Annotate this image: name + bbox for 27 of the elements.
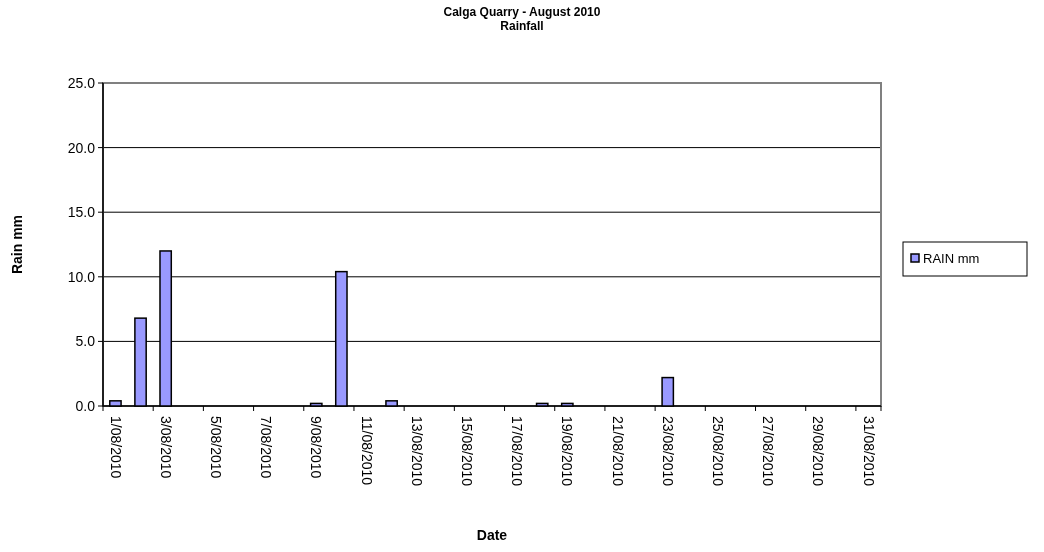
x-tick-label: 15/08/2010 bbox=[459, 416, 475, 487]
y-tick-label: 15.0 bbox=[67, 204, 96, 221]
x-axis-title: Date bbox=[476, 527, 508, 543]
y-tick-label: 0.0 bbox=[75, 397, 96, 414]
y-tick-label: 20.0 bbox=[67, 139, 96, 156]
x-tick-label: 21/08/2010 bbox=[609, 416, 626, 487]
x-tick-label: 13/08/2010 bbox=[408, 416, 425, 487]
x-tick-label: 9/08/2010 bbox=[308, 416, 325, 479]
x-tick-label: 23/08/2010 bbox=[659, 416, 676, 487]
x-tick-label: 1/08/2010 bbox=[107, 416, 124, 479]
chart-title: Calga Quarry - August 2010 bbox=[443, 5, 601, 19]
x-tick-label: 11/08/2010 bbox=[358, 416, 375, 486]
x-tick-label: 29/08/2010 bbox=[810, 416, 827, 487]
x-tick-label: 7/08/2010 bbox=[258, 416, 275, 479]
y-tick-label: 10.0 bbox=[67, 268, 96, 285]
x-tick-label: 31/08/2010 bbox=[860, 416, 877, 487]
x-tick-label: 25/08/2010 bbox=[710, 416, 727, 487]
x-tick-label: 19/08/2010 bbox=[559, 416, 576, 487]
x-tick-label: 17/08/2010 bbox=[509, 416, 526, 487]
y-tick-label: 5.0 bbox=[75, 333, 96, 350]
y-axis-title: Rain mm bbox=[9, 214, 25, 275]
legend-label: RAIN mm bbox=[923, 250, 980, 266]
x-tick-label: 3/08/2010 bbox=[157, 416, 174, 479]
chart-subtitle: Rainfall bbox=[500, 19, 544, 33]
x-tick-label: 27/08/2010 bbox=[760, 416, 777, 487]
y-tick-label: 25.0 bbox=[67, 74, 96, 91]
x-tick-label: 5/08/2010 bbox=[207, 416, 224, 479]
